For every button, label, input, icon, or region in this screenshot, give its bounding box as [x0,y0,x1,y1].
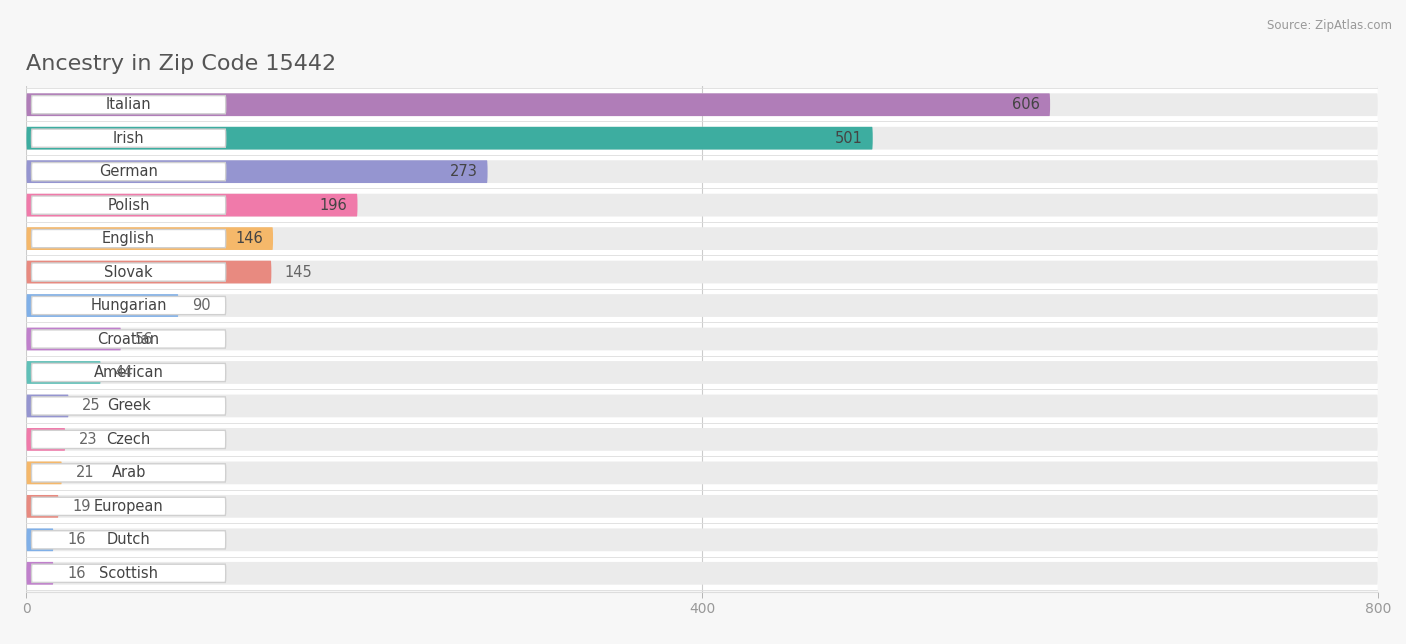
Text: Dutch: Dutch [107,533,150,547]
FancyBboxPatch shape [27,562,53,585]
FancyBboxPatch shape [27,122,1378,155]
FancyBboxPatch shape [27,556,1378,590]
FancyBboxPatch shape [27,294,179,317]
Text: 16: 16 [67,533,86,547]
Text: 606: 606 [1012,97,1040,112]
FancyBboxPatch shape [27,222,1378,255]
FancyBboxPatch shape [27,529,53,551]
Text: 146: 146 [235,231,263,246]
FancyBboxPatch shape [27,227,273,250]
Text: Hungarian: Hungarian [90,298,167,313]
FancyBboxPatch shape [31,397,226,415]
FancyBboxPatch shape [27,328,121,350]
FancyBboxPatch shape [27,428,65,451]
FancyBboxPatch shape [31,196,226,214]
Text: Italian: Italian [105,97,152,112]
FancyBboxPatch shape [27,93,1050,116]
Text: Slovak: Slovak [104,265,153,279]
FancyBboxPatch shape [27,155,1378,189]
FancyBboxPatch shape [27,328,1378,350]
Text: 90: 90 [193,298,211,313]
Text: 25: 25 [82,399,101,413]
FancyBboxPatch shape [27,462,1378,484]
FancyBboxPatch shape [27,322,1378,355]
FancyBboxPatch shape [27,127,873,149]
FancyBboxPatch shape [31,263,226,281]
Text: Arab: Arab [111,466,146,480]
Text: English: English [103,231,155,246]
Text: 273: 273 [450,164,478,179]
FancyBboxPatch shape [27,422,1378,456]
FancyBboxPatch shape [27,395,1378,417]
FancyBboxPatch shape [27,495,1378,518]
FancyBboxPatch shape [27,456,1378,489]
FancyBboxPatch shape [27,127,1378,149]
FancyBboxPatch shape [27,255,1378,289]
FancyBboxPatch shape [31,330,226,348]
FancyBboxPatch shape [27,462,62,484]
FancyBboxPatch shape [27,355,1378,389]
FancyBboxPatch shape [27,562,1378,585]
FancyBboxPatch shape [27,160,488,183]
FancyBboxPatch shape [27,495,59,518]
FancyBboxPatch shape [31,564,226,582]
FancyBboxPatch shape [27,194,1378,216]
Text: 23: 23 [79,432,97,447]
Text: Czech: Czech [107,432,150,447]
FancyBboxPatch shape [27,261,1378,283]
FancyBboxPatch shape [31,497,226,515]
Text: Greek: Greek [107,399,150,413]
FancyBboxPatch shape [31,531,226,549]
Text: 16: 16 [67,566,86,581]
FancyBboxPatch shape [31,296,226,315]
Text: Irish: Irish [112,131,145,146]
FancyBboxPatch shape [27,289,1378,322]
Text: Source: ZipAtlas.com: Source: ZipAtlas.com [1267,19,1392,32]
FancyBboxPatch shape [31,129,226,147]
Text: 44: 44 [114,365,132,380]
FancyBboxPatch shape [27,93,1378,116]
Text: Scottish: Scottish [98,566,157,581]
FancyBboxPatch shape [31,464,226,482]
Text: 501: 501 [835,131,863,146]
Text: Polish: Polish [107,198,150,213]
FancyBboxPatch shape [27,189,1378,222]
FancyBboxPatch shape [27,261,271,283]
Text: European: European [94,499,163,514]
FancyBboxPatch shape [27,194,357,216]
Text: 21: 21 [76,466,94,480]
FancyBboxPatch shape [31,363,226,382]
FancyBboxPatch shape [27,361,101,384]
Text: Ancestry in Zip Code 15442: Ancestry in Zip Code 15442 [27,53,336,73]
FancyBboxPatch shape [27,294,1378,317]
FancyBboxPatch shape [27,529,1378,551]
Text: German: German [100,164,157,179]
FancyBboxPatch shape [27,428,1378,451]
FancyBboxPatch shape [27,227,1378,250]
FancyBboxPatch shape [31,430,226,448]
Text: 56: 56 [135,332,153,346]
Text: 19: 19 [72,499,90,514]
FancyBboxPatch shape [27,88,1378,122]
FancyBboxPatch shape [31,95,226,114]
Text: 196: 196 [319,198,347,213]
Text: Croatian: Croatian [97,332,160,346]
Text: 145: 145 [285,265,312,279]
FancyBboxPatch shape [27,489,1378,523]
FancyBboxPatch shape [27,389,1378,422]
FancyBboxPatch shape [27,361,1378,384]
FancyBboxPatch shape [27,160,1378,183]
FancyBboxPatch shape [31,229,226,248]
Text: American: American [94,365,163,380]
FancyBboxPatch shape [31,162,226,181]
FancyBboxPatch shape [27,523,1378,556]
FancyBboxPatch shape [27,395,69,417]
